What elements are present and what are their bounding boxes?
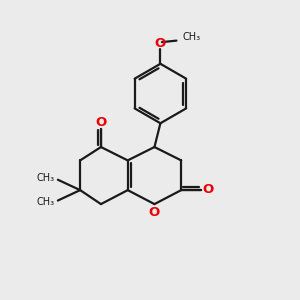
- Text: O: O: [202, 183, 214, 196]
- Text: O: O: [95, 116, 106, 129]
- Text: O: O: [155, 37, 166, 50]
- Text: O: O: [148, 206, 160, 219]
- Text: CH₃: CH₃: [182, 32, 200, 42]
- Text: CH₃: CH₃: [37, 197, 55, 207]
- Text: CH₃: CH₃: [37, 173, 55, 183]
